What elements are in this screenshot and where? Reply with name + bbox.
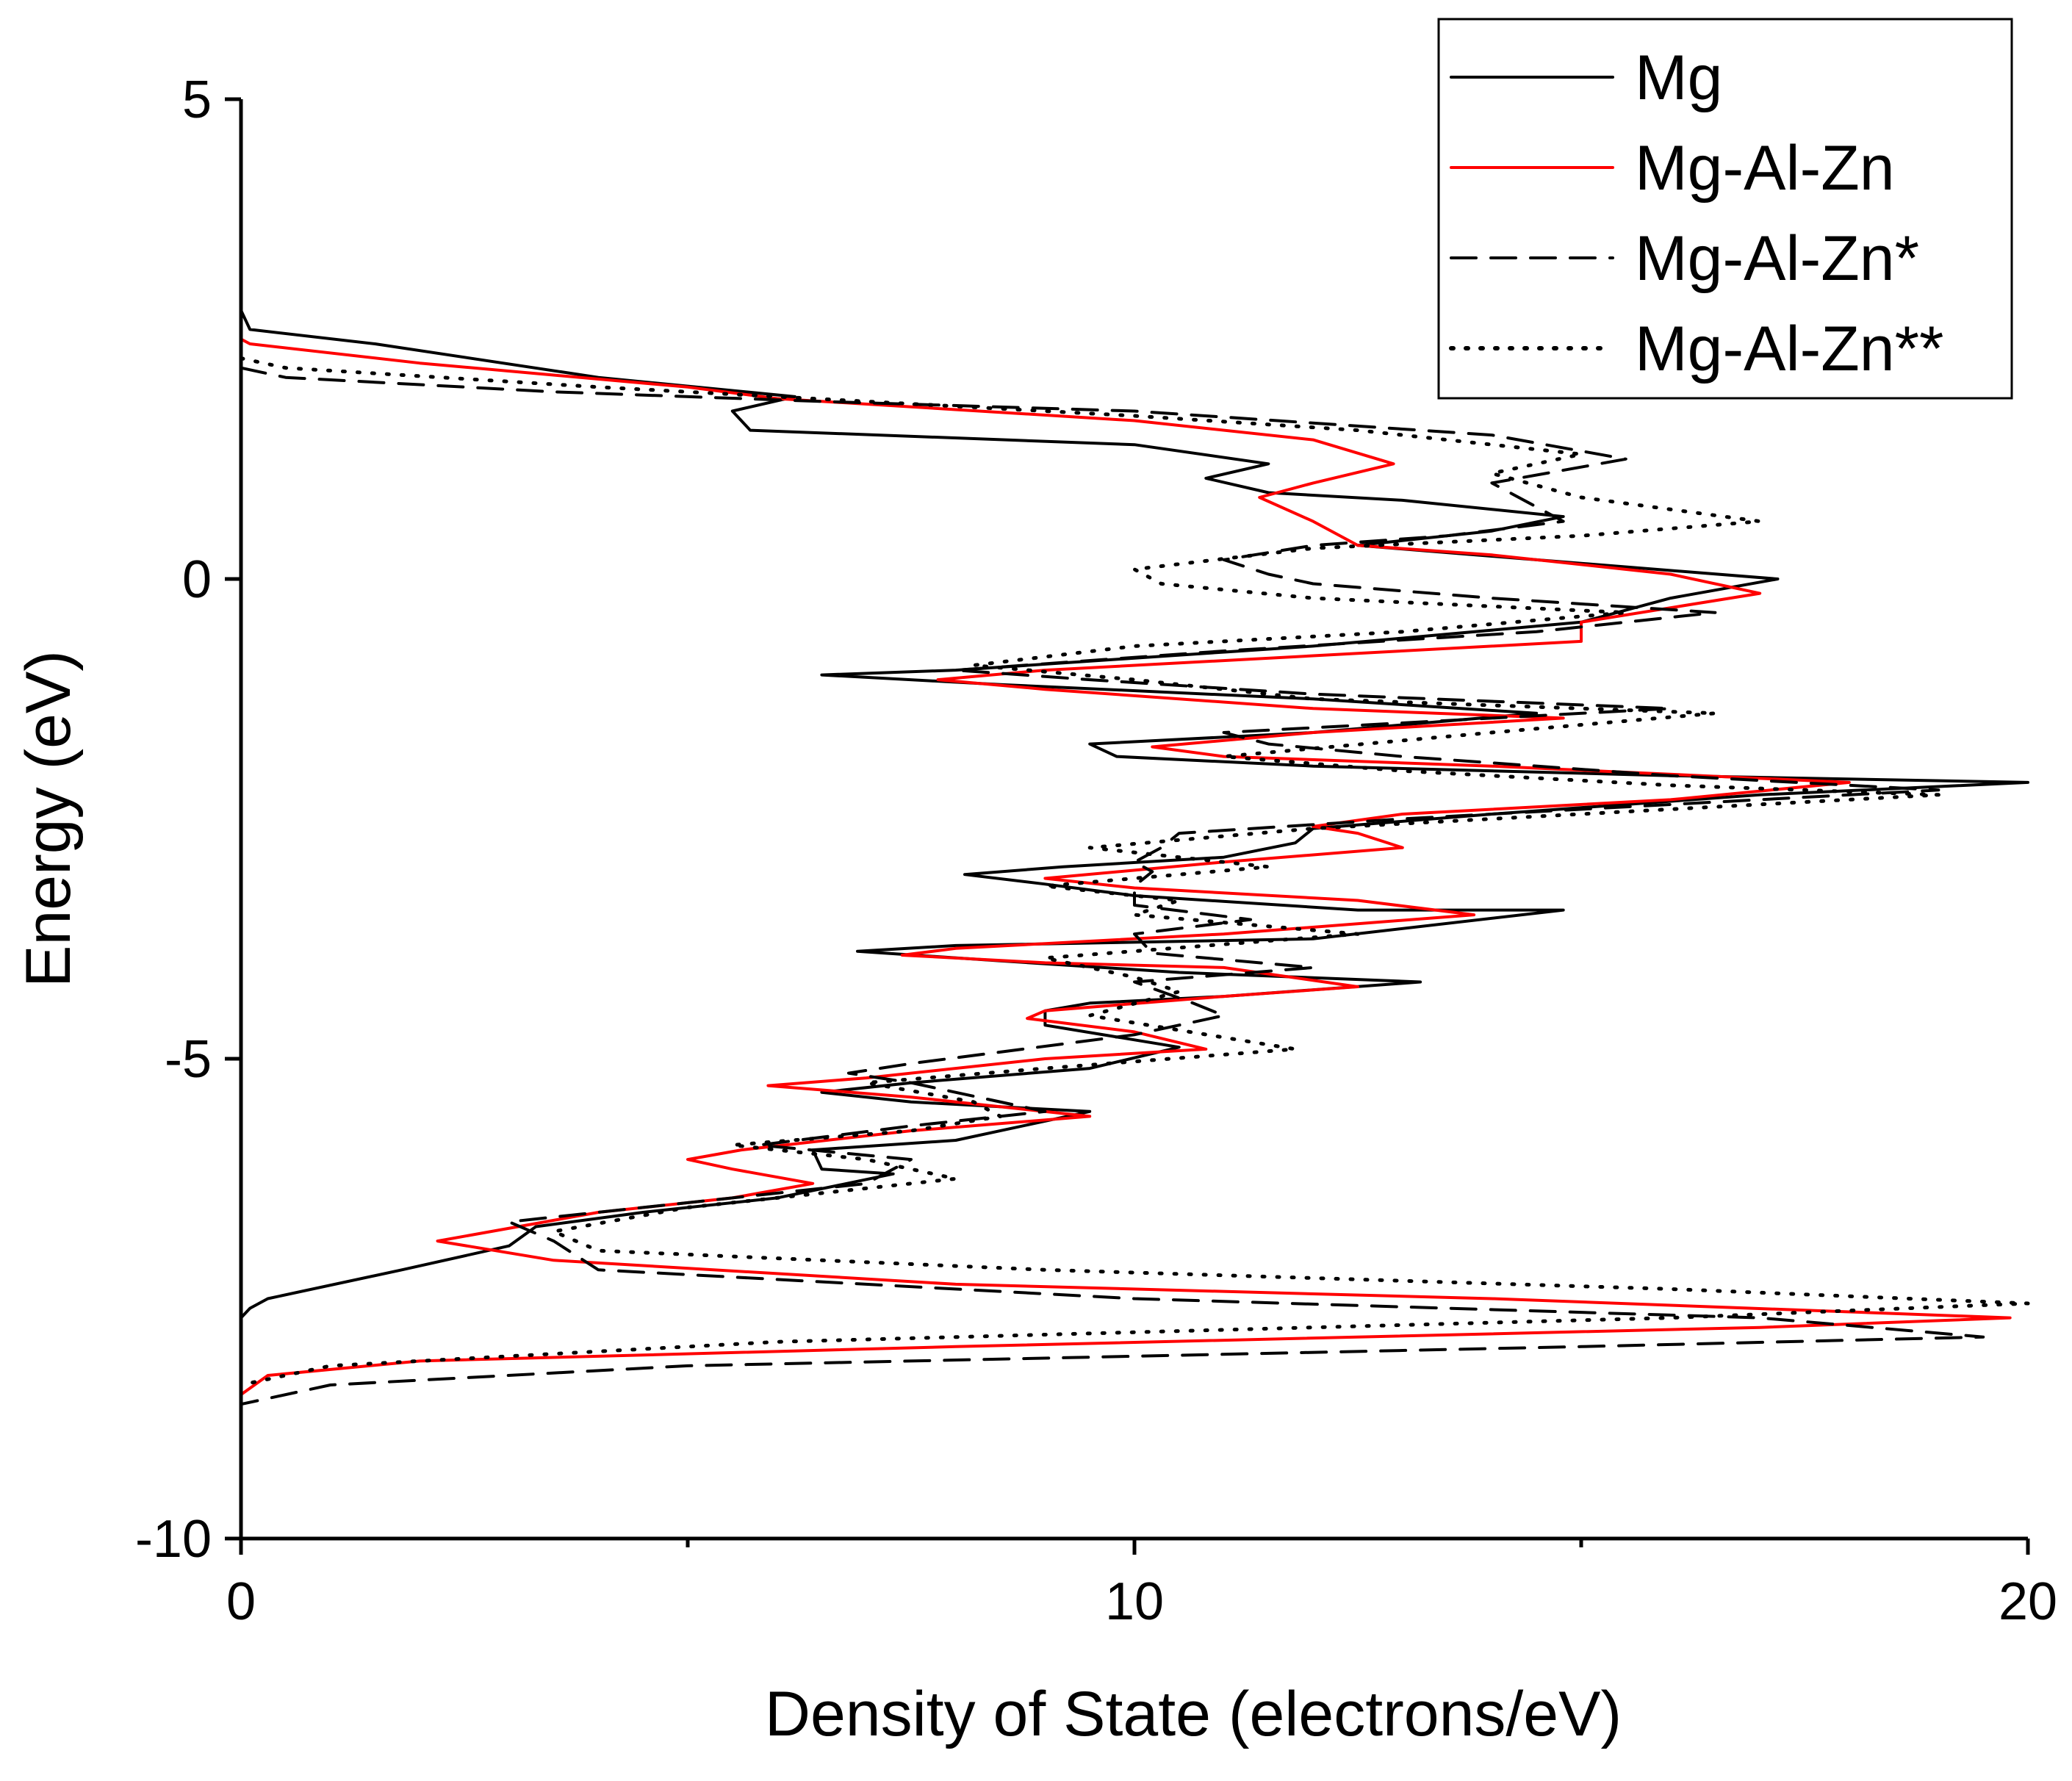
x-tick-label: 20: [1999, 1572, 2057, 1631]
legend-label-mg-al-zn: Mg-Al-Zn: [1635, 133, 1895, 204]
legend: Mg Mg-Al-Zn Mg-Al-Zn* Mg-Al-Zn**: [1437, 18, 2013, 400]
y-tick-label: -10: [135, 1510, 212, 1569]
legend-label-mg: Mg: [1635, 43, 1722, 113]
legend-item-mg-al-zn-star: Mg-Al-Zn*: [1450, 223, 1919, 294]
series-layer: [239, 309, 2030, 1541]
y-tick-label: -5: [165, 1030, 212, 1089]
y-tick-label: 5: [182, 71, 212, 129]
y-tick-label: 0: [182, 550, 212, 609]
legend-item-mg-al-zn-double-star: Mg-Al-Zn**: [1449, 314, 1944, 384]
series-mg: [240, 309, 2029, 1540]
y-axis-title: Energy (eV): [13, 650, 84, 987]
x-axis-title: Density of State (electrons/eV): [765, 1679, 1622, 1749]
legend-label-mg-al-zn-star: Mg-Al-Zn*: [1635, 223, 1919, 294]
legend-item-mg: Mg: [1450, 43, 1722, 113]
plot-area: 0 10 20 5 0 -5 -10: [135, 71, 2057, 1631]
series-mg-al-zn-double-star: [239, 356, 2030, 1541]
series-mg-al-zn-star: [240, 366, 1985, 1540]
ticks-layer: 0 10 20 5 0 -5 -10: [135, 71, 2057, 1631]
legend-label-mg-al-zn-double-star: Mg-Al-Zn**: [1635, 314, 1944, 384]
x-tick-label: 10: [1105, 1572, 1164, 1631]
legend-item-mg-al-zn: Mg-Al-Zn: [1450, 133, 1895, 204]
x-tick-label: 0: [226, 1572, 256, 1631]
legend-box: [1437, 18, 2013, 400]
